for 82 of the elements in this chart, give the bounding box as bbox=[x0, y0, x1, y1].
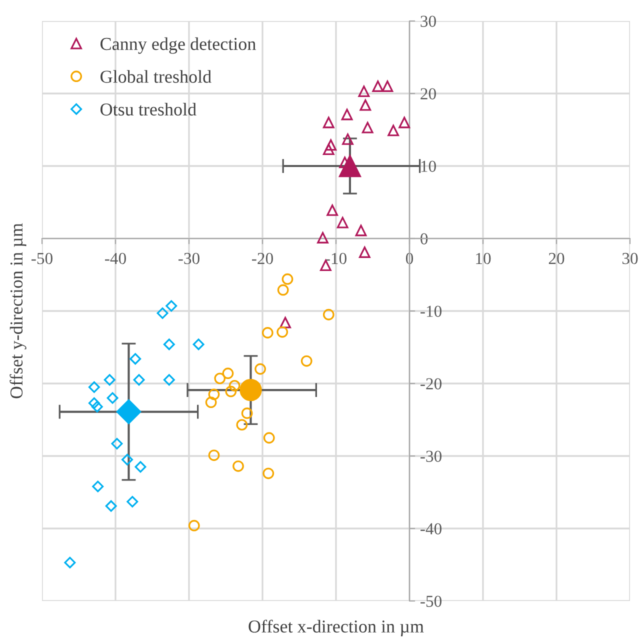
point bbox=[232, 460, 244, 472]
point bbox=[126, 496, 138, 508]
point bbox=[222, 368, 234, 380]
y-tick-label: 10 bbox=[421, 160, 436, 172]
point bbox=[208, 450, 220, 461]
point bbox=[322, 308, 334, 320]
point bbox=[336, 216, 348, 228]
x-axis-title: Offset x-direction in µm bbox=[248, 620, 424, 636]
y-tick-label: -50 bbox=[420, 596, 442, 607]
point bbox=[360, 99, 372, 111]
point bbox=[382, 80, 394, 92]
point bbox=[358, 86, 370, 98]
point bbox=[398, 116, 410, 128]
point bbox=[130, 353, 142, 365]
point bbox=[342, 133, 354, 145]
point bbox=[188, 520, 200, 532]
x-tick-label: -40 bbox=[105, 252, 126, 264]
legend-label: Canny edge detection bbox=[100, 37, 256, 54]
y-tick-label: -40 bbox=[420, 523, 442, 534]
point bbox=[322, 116, 334, 128]
point bbox=[192, 338, 204, 350]
x-tick-label: 10 bbox=[476, 252, 491, 264]
x-tick-label: -20 bbox=[252, 252, 273, 264]
y-tick-label: -20 bbox=[420, 378, 442, 390]
point bbox=[280, 316, 291, 328]
point bbox=[205, 396, 217, 408]
point bbox=[156, 307, 168, 319]
point bbox=[214, 372, 226, 384]
point bbox=[228, 380, 240, 392]
point bbox=[263, 432, 275, 444]
point bbox=[92, 480, 104, 492]
point bbox=[254, 363, 266, 375]
point bbox=[388, 124, 400, 136]
point bbox=[276, 326, 288, 338]
point bbox=[341, 108, 353, 120]
point bbox=[355, 224, 367, 236]
x-tick-label: -30 bbox=[178, 252, 200, 264]
point bbox=[362, 122, 374, 134]
legend-label: Global treshold bbox=[100, 70, 212, 83]
point bbox=[104, 374, 116, 386]
point bbox=[277, 284, 289, 296]
point bbox=[236, 419, 248, 431]
point bbox=[122, 454, 134, 466]
y-tick-label: 30 bbox=[420, 16, 436, 27]
x-tick-label: -50 bbox=[32, 252, 52, 264]
point bbox=[358, 246, 370, 258]
point bbox=[317, 232, 328, 244]
y-tick-label: 20 bbox=[420, 88, 436, 100]
point bbox=[134, 461, 146, 473]
point bbox=[91, 400, 103, 412]
y-tick-label: -10 bbox=[420, 306, 442, 317]
point bbox=[241, 408, 253, 419]
point bbox=[133, 374, 145, 386]
y-axis-title: Offset y-direction in µm bbox=[10, 223, 26, 398]
point bbox=[88, 381, 100, 393]
point bbox=[325, 139, 337, 151]
point bbox=[262, 327, 274, 338]
point bbox=[338, 154, 362, 178]
point bbox=[111, 438, 123, 450]
point bbox=[225, 386, 237, 398]
point bbox=[163, 338, 175, 350]
point bbox=[163, 374, 175, 386]
x-tick-label: 30 bbox=[622, 252, 638, 264]
point bbox=[105, 500, 117, 512]
point bbox=[116, 399, 142, 424]
point bbox=[262, 468, 274, 480]
point bbox=[322, 144, 334, 156]
point bbox=[166, 300, 178, 312]
x-tick-label: 20 bbox=[548, 252, 564, 264]
point bbox=[106, 392, 118, 404]
point bbox=[282, 273, 294, 285]
point bbox=[240, 378, 262, 402]
x-tick-label: 0 bbox=[406, 252, 414, 264]
point bbox=[300, 355, 312, 367]
point bbox=[372, 80, 384, 92]
y-tick-label: -30 bbox=[420, 450, 442, 462]
point bbox=[88, 397, 100, 409]
legend-label: Otsu treshold bbox=[100, 102, 196, 116]
point bbox=[64, 556, 76, 568]
point bbox=[326, 204, 338, 216]
x-tick-label: -10 bbox=[326, 252, 346, 264]
point bbox=[208, 388, 220, 400]
